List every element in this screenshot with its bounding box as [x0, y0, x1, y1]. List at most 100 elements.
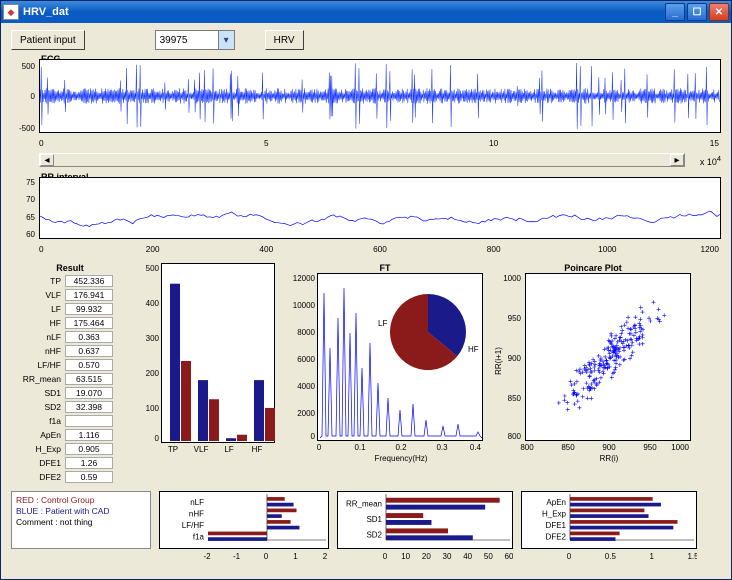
svg-text:400: 400 — [146, 299, 160, 308]
result-key: f1a — [13, 415, 63, 427]
result-row: LF/HF0.570 — [13, 359, 113, 371]
app-window: ◆ HRV_dat _ ☐ ✕ Patient input 39975 ▾ HR… — [0, 0, 732, 580]
svg-text:DFE2: DFE2 — [546, 532, 567, 541]
svg-text:0: 0 — [567, 552, 572, 561]
svg-text:60: 60 — [505, 552, 513, 561]
result-row: DFE20.59 — [13, 471, 113, 483]
svg-text:40: 40 — [463, 552, 472, 561]
result-value: 175.464 — [65, 317, 113, 329]
svg-text:LF: LF — [224, 445, 233, 454]
svg-text:-1: -1 — [233, 552, 241, 561]
ecg-yaxis: 500 0 -500 — [11, 59, 39, 133]
svg-text:0.1: 0.1 — [354, 443, 366, 452]
svg-text:2000: 2000 — [297, 409, 315, 418]
poincare-title: Poincare Plot — [493, 263, 693, 273]
result-row: RR_mean63.515 — [13, 373, 113, 385]
result-row: ApEn1.116 — [13, 429, 113, 441]
content-area: Patient input 39975 ▾ HRV ECG 500 0 -500 — [1, 23, 731, 579]
svg-text:ApEn: ApEn — [546, 498, 566, 507]
svg-text:Frequency(Hz): Frequency(Hz) — [375, 454, 428, 463]
ecg-xexp: x 104 — [685, 154, 721, 167]
hbars3-plot: ApEnH_ExpDFE1DFE2 — [521, 491, 697, 549]
close-button[interactable]: ✕ — [709, 3, 729, 21]
legend-comment: Comment : not thing — [16, 517, 146, 528]
svg-text:15: 15 — [710, 139, 720, 148]
svg-text:HF: HF — [252, 445, 263, 454]
ecg-plot — [39, 59, 721, 133]
svg-text:950: 950 — [643, 443, 657, 452]
result-row: VLF176.941 — [13, 289, 113, 301]
hbars2-xaxis: 0102030405060 — [337, 551, 513, 561]
svg-text:10000: 10000 — [293, 301, 316, 310]
result-key: DFE1 — [13, 457, 63, 469]
result-value: 0.363 — [65, 331, 113, 343]
svg-text:SD2: SD2 — [366, 530, 382, 539]
svg-text:800: 800 — [508, 432, 522, 441]
result-row: DFE11.26 — [13, 457, 113, 469]
svg-text:200: 200 — [146, 245, 160, 254]
svg-text:200: 200 — [146, 369, 160, 378]
poincare-panel: Poincare Plot 1000 950 900 850 800 RR(i+… — [493, 263, 693, 485]
result-row: TP452.336 — [13, 275, 113, 287]
ft-yaxis: 12000 10000 8000 6000 4000 2000 0 — [285, 273, 317, 441]
barchart-yaxis: 500 400 300 200 100 0 — [137, 263, 161, 443]
svg-text:0: 0 — [264, 552, 269, 561]
result-value: 32.398 — [65, 401, 113, 413]
toolbar: Patient input 39975 ▾ HRV — [11, 29, 721, 51]
svg-text:70: 70 — [26, 195, 35, 204]
scroll-right-icon[interactable]: ▸ — [670, 154, 684, 166]
result-value: 0.59 — [65, 471, 113, 483]
result-row: LF99.932 — [13, 303, 113, 315]
svg-text:900: 900 — [508, 354, 522, 363]
patient-id-value: 39975 — [156, 35, 218, 46]
result-row: SD232.398 — [13, 401, 113, 413]
result-key: VLF — [13, 289, 63, 301]
result-row: H_Exp0.905 — [13, 443, 113, 455]
svg-text:0: 0 — [155, 434, 160, 443]
patient-input-button[interactable]: Patient input — [11, 30, 85, 50]
svg-text:900: 900 — [602, 443, 616, 452]
result-key: SD1 — [13, 387, 63, 399]
result-panel: Result TP452.336VLF176.941LF99.932HF175.… — [11, 263, 129, 485]
svg-text:0: 0 — [311, 432, 316, 441]
svg-text:1000: 1000 — [598, 245, 617, 254]
svg-text:HF: HF — [468, 345, 479, 354]
svg-text:65: 65 — [26, 213, 35, 222]
result-value: 19.070 — [65, 387, 113, 399]
result-key: LF/HF — [13, 359, 63, 371]
ecg-xaxis: 0 5 10 15 — [39, 137, 721, 149]
svg-text:8000: 8000 — [297, 328, 315, 337]
svg-text:0: 0 — [31, 92, 36, 101]
svg-text:1000: 1000 — [503, 274, 521, 283]
maximize-button[interactable]: ☐ — [687, 3, 707, 21]
result-value: 0.570 — [65, 359, 113, 371]
ecg-scrollbar[interactable]: ◂ ▸ — [39, 153, 685, 167]
result-key: SD2 — [13, 401, 63, 413]
scroll-left-icon[interactable]: ◂ — [40, 154, 54, 166]
svg-text:0.5: 0.5 — [605, 552, 617, 561]
chevron-down-icon: ▾ — [218, 31, 234, 49]
hbars1-plot: nLFnHFLF/HFf1a — [159, 491, 329, 549]
minimize-button[interactable]: _ — [665, 3, 685, 21]
result-row: f1a — [13, 415, 113, 427]
svg-text:4000: 4000 — [297, 382, 315, 391]
svg-text:850: 850 — [508, 394, 522, 403]
hrv-button[interactable]: HRV — [265, 30, 304, 50]
result-value: 452.336 — [65, 275, 113, 287]
svg-text:LF: LF — [378, 319, 387, 328]
svg-text:RR_mean: RR_mean — [346, 500, 382, 509]
result-row: nHF0.637 — [13, 345, 113, 357]
svg-text:0.2: 0.2 — [395, 443, 407, 452]
patient-id-select[interactable]: 39975 ▾ — [155, 30, 235, 50]
svg-text:TP: TP — [168, 445, 178, 454]
svg-text:0.3: 0.3 — [436, 443, 448, 452]
result-row: nLF0.363 — [13, 331, 113, 343]
svg-text:12000: 12000 — [293, 274, 316, 283]
result-key: nLF — [13, 331, 63, 343]
result-value: 0.905 — [65, 443, 113, 455]
titlebar[interactable]: ◆ HRV_dat _ ☐ ✕ — [1, 1, 731, 23]
svg-text:SD1: SD1 — [366, 515, 382, 524]
result-key: ApEn — [13, 429, 63, 441]
hbars2-plot: RR_mean SD1 SD2 — [337, 491, 513, 549]
result-key: RR_mean — [13, 373, 63, 385]
